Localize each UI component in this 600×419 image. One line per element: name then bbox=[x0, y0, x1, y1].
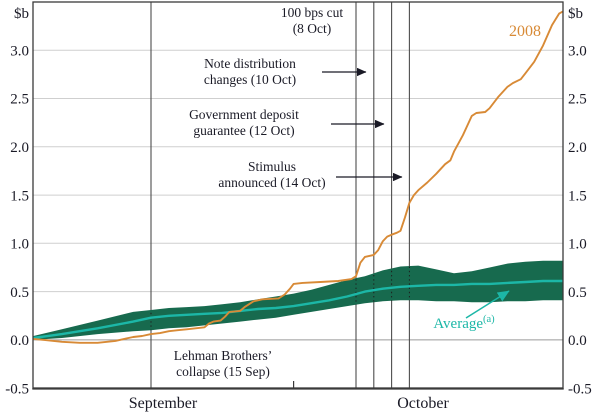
series-2008-line bbox=[33, 10, 564, 344]
y-tick-label-left-1.0: 1.0 bbox=[10, 237, 29, 253]
average-range-band bbox=[33, 260, 563, 340]
y-tick-label-left-2.5: 2.5 bbox=[10, 92, 29, 108]
average-footnote-marker: (a) bbox=[483, 314, 495, 325]
y-tick-label-left-2.0: 2.0 bbox=[10, 140, 29, 156]
y-tick-label-left-3.0: 3.0 bbox=[10, 44, 29, 60]
y-tick-label-left-0.5: 0.5 bbox=[10, 285, 29, 301]
y-tick-label-left-1.5: 1.5 bbox=[10, 188, 29, 204]
y-tick-label-left-unit: $b bbox=[14, 6, 29, 22]
y-tick-label-right-0.5: 0.5 bbox=[568, 285, 587, 301]
series-average-line bbox=[33, 279, 563, 340]
series-label-average: Average(a) bbox=[404, 314, 524, 333]
y-tick-label-left-0.0: 0.0 bbox=[10, 333, 29, 349]
y-tick-label-right-2.5: 2.5 bbox=[568, 92, 587, 108]
annotation-stimulus: Stimulus announced (14 Oct) bbox=[218, 159, 326, 191]
y-tick-label-right-1.5: 1.5 bbox=[568, 188, 587, 204]
y-tick-label-right-0.0: 0.0 bbox=[568, 333, 587, 349]
y-tick-label-right-2.0: 2.0 bbox=[568, 140, 587, 156]
y-tick-label-right--0.5: -0.5 bbox=[568, 381, 592, 397]
series-label-2008: 2008 bbox=[509, 23, 541, 40]
y-tick-label-right-1.0: 1.0 bbox=[568, 237, 587, 253]
y-tick-label-left--0.5: -0.5 bbox=[5, 381, 29, 397]
y-tick-label-right-3.0: 3.0 bbox=[568, 44, 587, 60]
annotation-rate-cut: 100 bps cut (8 Oct) bbox=[280, 5, 344, 37]
y-tick-label-right-unit: $b bbox=[568, 6, 583, 22]
average-label-text: Average bbox=[433, 316, 484, 332]
annotation-note-distribution: Note distribution changes (10 Oct) bbox=[203, 56, 297, 88]
x-axis-label-september: September bbox=[128, 395, 198, 412]
x-axis-label-october: October bbox=[397, 395, 449, 412]
average-label-arrow bbox=[465, 290, 510, 319]
annotation-lehman-collapse: Lehman Brothers’ collapse (15 Sep) bbox=[173, 348, 273, 380]
annotation-deposit-guarantee: Government deposit guarantee (12 Oct) bbox=[189, 107, 299, 139]
